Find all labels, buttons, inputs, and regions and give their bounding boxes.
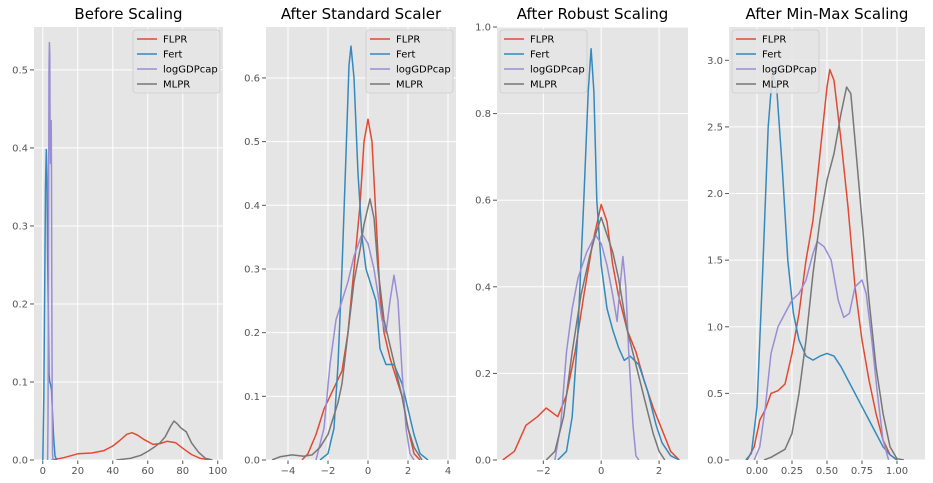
legend-label: FLPR: [530, 35, 554, 46]
legend-label: MLPR: [530, 80, 557, 91]
legend-label: Fert: [163, 50, 182, 61]
x-tick-label: 0: [40, 466, 46, 477]
series-lines: [502, 47, 680, 460]
chart-title: After Standard Scaler: [281, 5, 442, 23]
series-lines: [745, 68, 905, 460]
x-tick-label: 2: [656, 466, 662, 477]
y-tick-label: 0.3: [244, 264, 260, 275]
chart-panel-2: −4 −2 0 2 4 0.0 0.1 0.2 0.3 0.4 0.5 0.6 After Standa…: [244, 5, 456, 477]
x-tick-label: 0: [365, 466, 371, 477]
legend-label: MLPR: [762, 80, 789, 91]
y-tick-label: 3.0: [707, 56, 723, 67]
y-tick-label: 1.5: [707, 256, 723, 267]
series-lines: [42, 41, 213, 460]
legend-label: Fert: [530, 50, 549, 61]
y-tick-label: 1.0: [707, 322, 723, 333]
y-tick-label: 0.4: [475, 282, 491, 293]
y-tick-label: 0.0: [12, 456, 28, 467]
series-line-mlpr: [116, 420, 213, 460]
y-tick-label: 2.5: [707, 122, 723, 133]
series-line-loggdpcap: [753, 240, 890, 460]
y-tick-label: 0.6: [244, 73, 260, 84]
x-tick-label: 40: [106, 466, 119, 477]
x-tick-label: 80: [176, 466, 189, 477]
legend-label: logGDPcap: [396, 65, 451, 76]
x-tick-label: −4: [281, 466, 296, 477]
legend-label: logGDPcap: [762, 65, 817, 76]
legend-label: logGDPcap: [163, 65, 218, 76]
series-line-loggdpcap: [554, 234, 640, 460]
y-tick-label: 0.0: [244, 456, 260, 467]
y-tick-label: 0.0: [475, 456, 491, 467]
legend: FLPR Fert logGDPcap MLPR: [132, 29, 221, 94]
y-tick-label: 0.5: [707, 389, 723, 400]
series-line-loggdpcap: [315, 233, 415, 460]
x-tick-label: 0: [598, 466, 604, 477]
y-tick-label: 0.5: [12, 65, 28, 76]
chart-panel-1: 0 20 40 60 80 100 0.0 0.1 0.2 0.3 0.4 0.5 Before Sca…: [12, 5, 227, 477]
y-tick-label: 0.5: [244, 137, 260, 148]
series-line-fert: [745, 72, 898, 460]
legend-label: logGDPcap: [530, 65, 585, 76]
y-tick-label: 0.3: [12, 221, 28, 232]
x-tick-label: 0.25: [781, 466, 803, 477]
legend-label: FLPR: [762, 35, 786, 46]
legend-label: Fert: [396, 50, 415, 61]
x-tick-label: −2: [536, 466, 551, 477]
chart-panel-4: 0.00 0.25 0.50 0.75 1.00 0.0 0.5 1.0 1.5 2.0 2.5 3.…: [707, 5, 925, 477]
x-tick-label: 20: [71, 466, 84, 477]
legend: FLPR Fert logGDPcap MLPR: [365, 29, 454, 94]
x-tick-label: 0.75: [851, 466, 873, 477]
legend-box: [731, 29, 820, 94]
chart-title: After Robust Scaling: [517, 5, 669, 23]
y-tick-label: 0.4: [12, 143, 28, 154]
series-line-loggdpcap: [46, 41, 54, 460]
legend-box: [499, 29, 588, 94]
legend-box: [132, 29, 221, 94]
x-tick-label: −2: [321, 466, 336, 477]
x-tick-label: 60: [141, 466, 154, 477]
series-line-mlpr: [763, 86, 905, 460]
y-tick-label: 1.0: [475, 23, 491, 34]
y-tick-label: 0.1: [244, 392, 260, 403]
legend-label: MLPR: [396, 80, 423, 91]
x-tick-label: 0.50: [816, 466, 838, 477]
plot-background: [34, 27, 223, 460]
y-tick-label: 0.2: [12, 299, 28, 310]
series-line-flpr: [51, 431, 211, 460]
y-tick-label: 0.8: [475, 109, 491, 120]
series-line-fert: [557, 47, 680, 460]
x-tick-label: 0.00: [746, 466, 768, 477]
chart-title: After Min-Max Scaling: [746, 5, 909, 23]
legend-label: FLPR: [396, 35, 420, 46]
y-tick-label: 2.0: [707, 189, 723, 200]
series-lines: [271, 45, 429, 460]
legend: FLPR Fert logGDPcap MLPR: [499, 29, 588, 94]
x-tick-label: 1.00: [886, 466, 908, 477]
chart-title: Before Scaling: [74, 5, 182, 23]
chart-panel-3: −2 0 2 0.0 0.2 0.4 0.6 0.8 1.0 After Robust Scali…: [475, 5, 688, 477]
y-tick-label: 0.0: [707, 456, 723, 467]
series-line-flpr: [746, 68, 898, 460]
legend-label: MLPR: [163, 80, 190, 91]
y-tick-label: 0.2: [244, 328, 260, 339]
y-tick-label: 0.6: [475, 196, 491, 207]
x-tick-label: 4: [445, 466, 451, 477]
series-line-fert: [319, 45, 429, 460]
legend-box: [365, 29, 454, 94]
x-tick-label: 2: [405, 466, 411, 477]
y-tick-label: 0.1: [12, 377, 28, 388]
y-tick-label: 0.2: [475, 369, 491, 380]
x-tick-label: 100: [208, 466, 227, 477]
legend-label: Fert: [762, 50, 781, 61]
legend-label: FLPR: [163, 35, 187, 46]
series-line-mlpr: [271, 198, 423, 460]
y-tick-label: 0.4: [244, 201, 260, 212]
legend: FLPR Fert logGDPcap MLPR: [731, 29, 820, 94]
series-line-mlpr: [545, 216, 666, 460]
